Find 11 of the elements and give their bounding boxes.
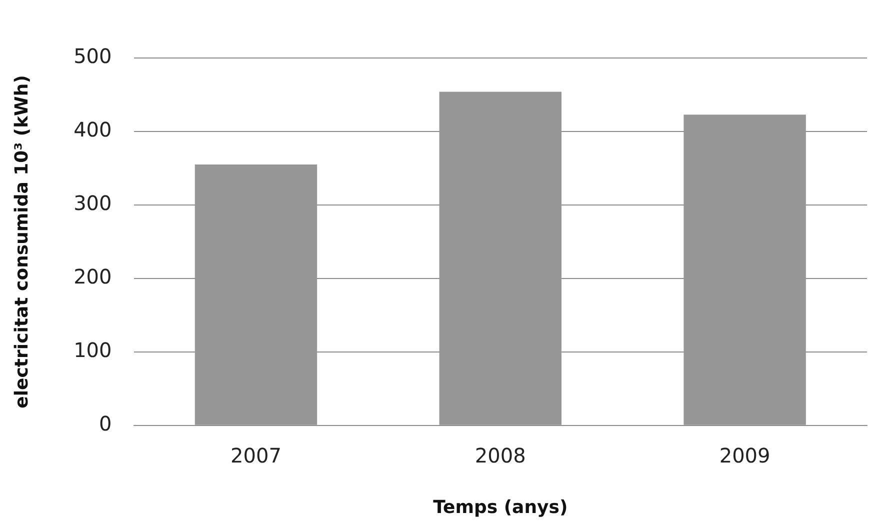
x-tick-label: 2008 [474,444,526,468]
x-tick-label: 2007 [230,444,282,468]
x-axis-title: Temps (anys) [433,496,568,518]
y-tick-label: 200 [74,264,112,289]
y-tick-label: 400 [74,118,112,142]
y-tick-label: 500 [74,44,112,68]
y-axis-title: electricitat consumida 10³ (kWh) [11,75,32,408]
y-tick-label: 100 [74,338,112,362]
x-tick-label: 2009 [719,444,770,468]
y-tick-label: 300 [74,191,112,216]
y-tick-label: 0 [99,412,112,436]
